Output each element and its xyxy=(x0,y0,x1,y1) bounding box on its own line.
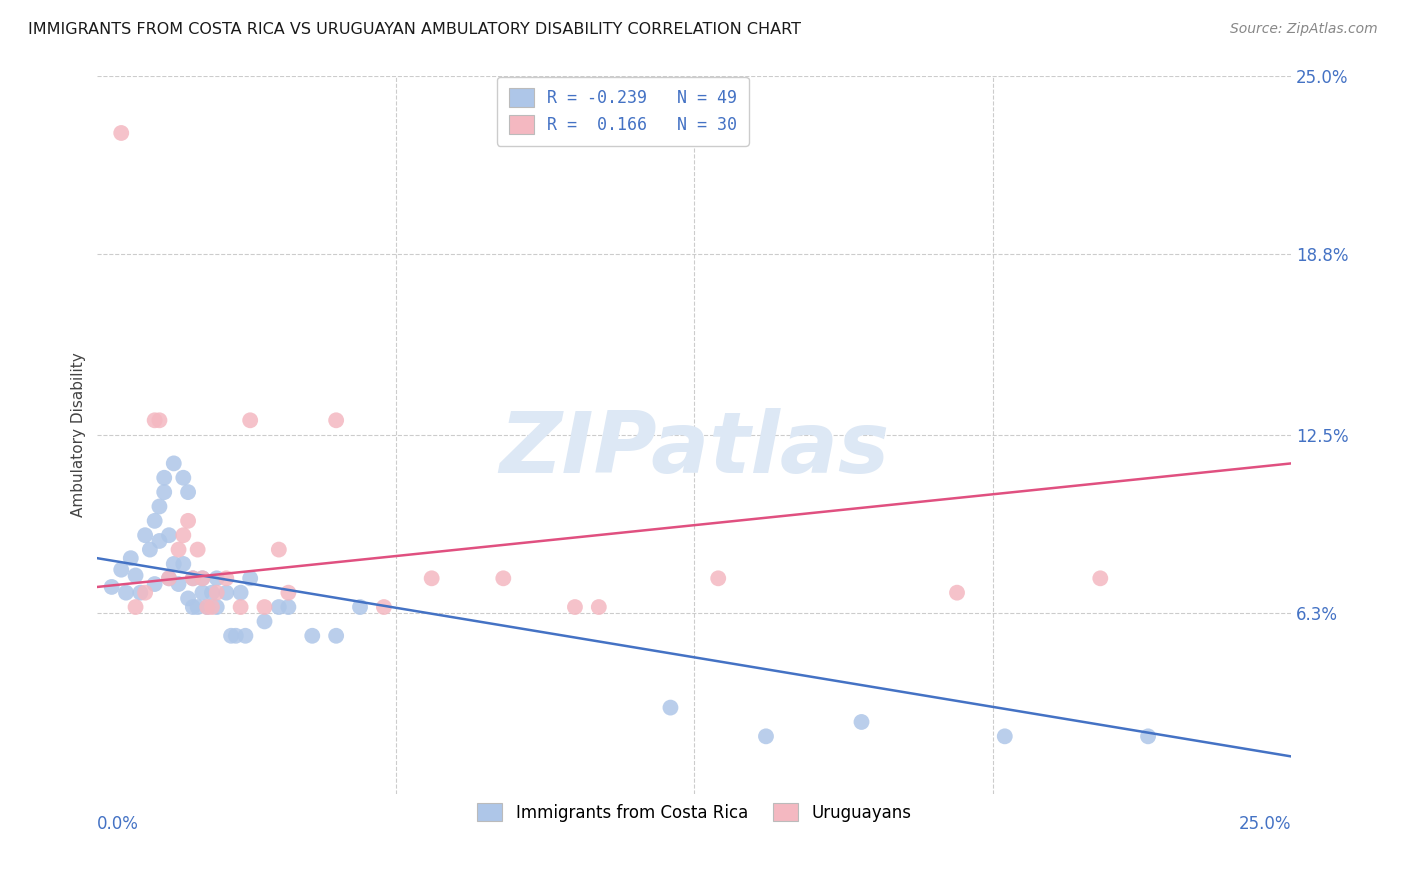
Point xyxy=(588,600,610,615)
Point xyxy=(134,528,156,542)
Point xyxy=(143,577,166,591)
Point xyxy=(201,585,224,599)
Point xyxy=(205,585,228,599)
Point xyxy=(420,571,443,585)
Point xyxy=(148,533,170,548)
Point xyxy=(163,456,186,470)
Point xyxy=(195,600,218,615)
Point xyxy=(181,600,204,615)
Point xyxy=(215,585,238,599)
Point xyxy=(239,571,262,585)
Text: ZIPatlas: ZIPatlas xyxy=(499,408,890,491)
Point xyxy=(239,413,262,427)
Point xyxy=(172,471,194,485)
Point xyxy=(157,528,180,542)
Point xyxy=(946,585,969,599)
Point xyxy=(148,500,170,514)
Point xyxy=(187,542,209,557)
Point xyxy=(707,571,730,585)
Point xyxy=(124,600,146,615)
Point xyxy=(167,577,190,591)
Point xyxy=(115,585,138,599)
Point xyxy=(143,514,166,528)
Point xyxy=(110,563,132,577)
Point xyxy=(120,551,142,566)
Point xyxy=(110,126,132,140)
Point xyxy=(1137,729,1160,743)
Point xyxy=(124,568,146,582)
Point xyxy=(229,600,252,615)
Point xyxy=(139,542,162,557)
Legend: Immigrants from Costa Rica, Uruguayans: Immigrants from Costa Rica, Uruguayans xyxy=(471,797,918,829)
Point xyxy=(153,471,176,485)
Point xyxy=(187,600,209,615)
Point xyxy=(277,585,299,599)
Point xyxy=(172,557,194,571)
Point xyxy=(325,413,347,427)
Point xyxy=(235,629,257,643)
Point xyxy=(177,514,200,528)
Point xyxy=(253,600,276,615)
Point xyxy=(201,600,224,615)
Point xyxy=(129,585,152,599)
Point xyxy=(225,629,247,643)
Point xyxy=(205,600,228,615)
Point xyxy=(659,700,682,714)
Point xyxy=(181,571,204,585)
Point xyxy=(191,571,214,585)
Point xyxy=(325,629,347,643)
Point xyxy=(177,485,200,500)
Point xyxy=(148,413,170,427)
Point xyxy=(157,571,180,585)
Point xyxy=(564,600,586,615)
Point xyxy=(172,528,194,542)
Point xyxy=(755,729,778,743)
Text: 0.0%: 0.0% xyxy=(97,815,139,833)
Point xyxy=(157,571,180,585)
Y-axis label: Ambulatory Disability: Ambulatory Disability xyxy=(72,352,86,517)
Point xyxy=(177,591,200,606)
Point xyxy=(267,600,290,615)
Point xyxy=(994,729,1017,743)
Point xyxy=(163,557,186,571)
Point xyxy=(191,585,214,599)
Point xyxy=(219,629,242,643)
Point xyxy=(253,615,276,629)
Text: 25.0%: 25.0% xyxy=(1239,815,1291,833)
Point xyxy=(100,580,122,594)
Text: Source: ZipAtlas.com: Source: ZipAtlas.com xyxy=(1230,22,1378,37)
Point xyxy=(181,571,204,585)
Point xyxy=(229,585,252,599)
Point xyxy=(349,600,371,615)
Point xyxy=(153,485,176,500)
Point xyxy=(267,542,290,557)
Point xyxy=(492,571,515,585)
Point xyxy=(134,585,156,599)
Point xyxy=(191,571,214,585)
Point xyxy=(195,600,218,615)
Point xyxy=(851,714,873,729)
Point xyxy=(205,571,228,585)
Point xyxy=(373,600,395,615)
Point xyxy=(277,600,299,615)
Point xyxy=(167,542,190,557)
Text: IMMIGRANTS FROM COSTA RICA VS URUGUAYAN AMBULATORY DISABILITY CORRELATION CHART: IMMIGRANTS FROM COSTA RICA VS URUGUAYAN … xyxy=(28,22,801,37)
Point xyxy=(143,413,166,427)
Point xyxy=(301,629,323,643)
Point xyxy=(215,571,238,585)
Point xyxy=(1090,571,1112,585)
